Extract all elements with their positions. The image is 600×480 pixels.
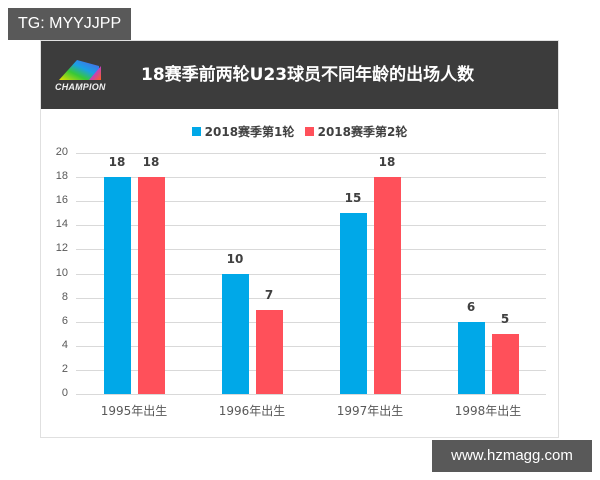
bar-round2 bbox=[373, 177, 401, 394]
y-tick-label: 8 bbox=[61, 290, 68, 303]
bar-round1 bbox=[457, 321, 485, 394]
plot-area: 0 2 4 6 8 10 12 14 16 18 20 18 18 1995年出生 10 7 1996年出生 15… bbox=[41, 41, 558, 437]
gridline bbox=[76, 321, 546, 323]
x-tick-label: 1997年出生 bbox=[336, 404, 404, 418]
data-label: 18 bbox=[142, 155, 160, 170]
bar-round1 bbox=[221, 273, 249, 394]
logo-text: CHAMPION bbox=[55, 82, 106, 92]
x-tick-label: 1998年出生 bbox=[454, 404, 522, 418]
gridline bbox=[76, 153, 546, 154]
gridline bbox=[76, 249, 546, 251]
data-label: 7 bbox=[264, 287, 274, 302]
legend-label: 2018赛季第2轮 bbox=[317, 125, 408, 139]
chart-legend: 2018赛季第1轮 2018赛季第2轮 bbox=[41, 123, 558, 140]
x-tick-label: 1995年出生 bbox=[100, 404, 168, 418]
champion-logo-icon bbox=[59, 60, 101, 80]
gridline bbox=[76, 394, 546, 395]
bar-round1 bbox=[339, 213, 367, 394]
y-tick-label: 20 bbox=[55, 146, 68, 158]
y-tick-label: 16 bbox=[55, 194, 68, 207]
watermark-bottom: www.hzmagg.com bbox=[432, 440, 592, 472]
chart-title: 18赛季前两轮U23球员不同年龄的出场人数 bbox=[141, 65, 475, 85]
watermark-top: TG: MYYJJPP bbox=[8, 8, 132, 40]
y-tick-label: 2 bbox=[61, 362, 68, 375]
bar-round2 bbox=[255, 309, 283, 394]
y-tick-label: 14 bbox=[55, 218, 68, 231]
x-tick-label: 1996年出生 bbox=[218, 404, 286, 418]
legend-swatch-blue-icon bbox=[191, 127, 201, 136]
gridline bbox=[76, 273, 546, 275]
legend-swatch-red-icon bbox=[304, 127, 314, 136]
gridline bbox=[76, 201, 546, 203]
y-tick-label: 18 bbox=[55, 170, 68, 183]
bar-round1 bbox=[103, 177, 131, 394]
bar-round2 bbox=[137, 177, 165, 394]
gridline bbox=[76, 297, 546, 299]
chart-card: CHAMPION 18赛季前两轮U23球员不同年龄的出场人数 2018赛季第1轮… bbox=[40, 40, 559, 438]
y-tick-label: 0 bbox=[61, 387, 68, 399]
bar-round2 bbox=[491, 333, 519, 394]
gridline bbox=[76, 345, 546, 347]
data-label: 6 bbox=[466, 299, 476, 314]
data-label: 5 bbox=[500, 311, 510, 326]
gridline bbox=[76, 225, 546, 227]
y-tick-label: 6 bbox=[61, 314, 68, 327]
gridline bbox=[76, 369, 546, 371]
gridline bbox=[76, 177, 546, 179]
data-label: 15 bbox=[344, 191, 362, 206]
y-tick-label: 4 bbox=[61, 338, 68, 351]
legend-item-round2: 2018赛季第2轮 bbox=[304, 123, 408, 140]
data-label: 10 bbox=[226, 251, 244, 266]
legend-label: 2018赛季第1轮 bbox=[204, 125, 295, 139]
legend-item-round1: 2018赛季第1轮 bbox=[191, 123, 295, 140]
y-tick-label: 10 bbox=[55, 266, 68, 279]
y-tick-label: 12 bbox=[55, 242, 68, 255]
chart-header: CHAMPION 18赛季前两轮U23球员不同年龄的出场人数 bbox=[41, 41, 558, 109]
data-label: 18 bbox=[378, 155, 396, 170]
data-label: 18 bbox=[108, 155, 126, 170]
